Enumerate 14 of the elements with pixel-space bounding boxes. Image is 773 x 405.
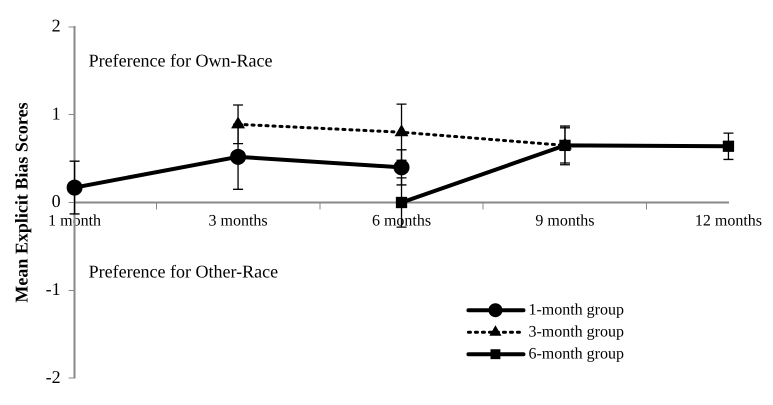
y-tick-label: 2	[52, 16, 61, 36]
x-tick-label: 9 months	[535, 212, 595, 230]
y-axis-title: Mean Explicit Bias Scores	[11, 102, 32, 303]
legend-label: 6-month group	[528, 345, 624, 362]
y-tick-label: -2	[46, 366, 61, 387]
y-tick-label: -1	[46, 279, 61, 300]
x-tick-label: 12 months	[694, 212, 762, 230]
legend-label: 1-month group	[528, 301, 624, 318]
y-tick-label: 1	[52, 103, 61, 124]
x-tick-label: 3 months	[208, 212, 268, 230]
y-tick-label: 0	[52, 191, 61, 212]
annotation: Preference for Other-Race	[88, 262, 278, 282]
annotation: Preference for Own-Race	[88, 50, 272, 71]
legend-label: 3-month group	[528, 323, 624, 340]
